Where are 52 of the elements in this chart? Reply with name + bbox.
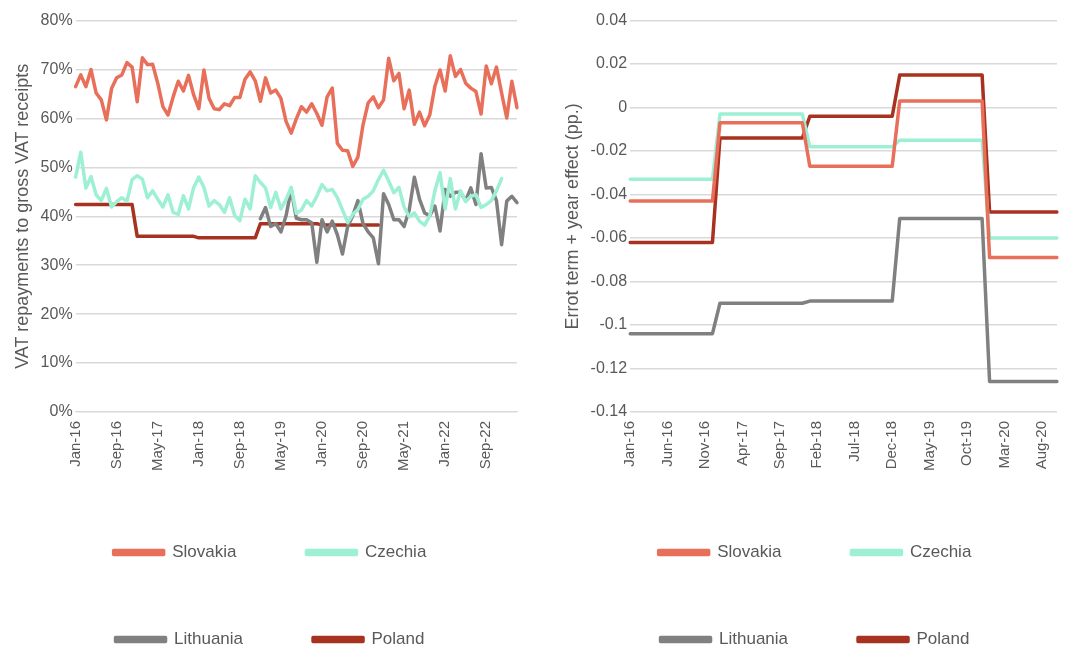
x-tick-label: May-21 <box>394 420 412 472</box>
y-tick-label: 0 <box>618 97 628 115</box>
y-tick-label: 10% <box>40 353 73 371</box>
x-tick-label: Nov-16 <box>695 420 713 470</box>
x-tick-label: Oct-19 <box>957 420 975 466</box>
y-tick-label: 0% <box>49 402 73 420</box>
y-tick-label: -0.12 <box>590 358 628 376</box>
x-tick-label: Apr-17 <box>732 420 750 467</box>
legend-label: Czechia <box>364 542 427 562</box>
x-tick-label: Dec-18 <box>882 420 900 470</box>
x-tick-label: Jan-20 <box>312 420 330 467</box>
y-tick-label: -0.04 <box>590 184 628 202</box>
y-tick-label: 50% <box>40 157 73 175</box>
y-tick-label: 20% <box>40 304 73 322</box>
y-axis-title: Errot term + year effect (pp.) <box>561 103 582 330</box>
y-tick-label: 30% <box>40 255 73 273</box>
legend-label: Lithuania <box>719 629 789 649</box>
x-tick-label: May-19 <box>919 420 937 472</box>
x-tick-label: Sep-20 <box>353 420 371 470</box>
x-tick-label: Mar-20 <box>994 420 1012 469</box>
y-tick-label: 0.04 <box>595 11 628 29</box>
y-tick-label: 0.02 <box>595 54 628 72</box>
x-tick-label: Jan-16 <box>65 420 83 467</box>
legend-label: Czechia <box>909 542 972 562</box>
x-tick-label: Aug-20 <box>1032 420 1050 470</box>
y-tick-label: 80% <box>40 11 73 29</box>
legend-label: Poland <box>371 629 425 649</box>
x-tick-label: Sep-17 <box>770 420 788 470</box>
y-tick-label: -0.14 <box>590 402 628 420</box>
x-tick-label: Feb-18 <box>807 420 825 469</box>
x-tick-label: May-17 <box>147 420 165 472</box>
x-tick-label: Jan-22 <box>435 420 453 467</box>
legend-label: Slovakia <box>717 542 782 562</box>
y-tick-label: 70% <box>40 59 73 77</box>
x-tick-label: Jun-16 <box>657 420 675 467</box>
y-tick-label: -0.1 <box>599 315 628 333</box>
legend-label: Slovakia <box>172 542 237 562</box>
y-axis-title: VAT repayments to gross VAT receipts <box>11 63 32 369</box>
x-tick-label: Sep-16 <box>106 420 124 470</box>
y-tick-label: 60% <box>40 108 73 126</box>
x-tick-label: Jul-18 <box>844 420 862 462</box>
y-tick-label: 40% <box>40 206 73 224</box>
y-tick-label: -0.08 <box>590 271 628 289</box>
legend-label: Poland <box>916 629 970 649</box>
legend-label: Lithuania <box>174 629 244 649</box>
x-tick-label: May-19 <box>271 420 289 472</box>
x-tick-label: Sep-18 <box>230 420 247 470</box>
y-tick-label: -0.02 <box>590 141 628 159</box>
x-tick-label: Sep-22 <box>476 420 494 470</box>
y-tick-label: -0.06 <box>590 228 628 246</box>
x-tick-label: Jan-16 <box>620 420 638 467</box>
x-tick-label: Jan-18 <box>188 420 206 467</box>
